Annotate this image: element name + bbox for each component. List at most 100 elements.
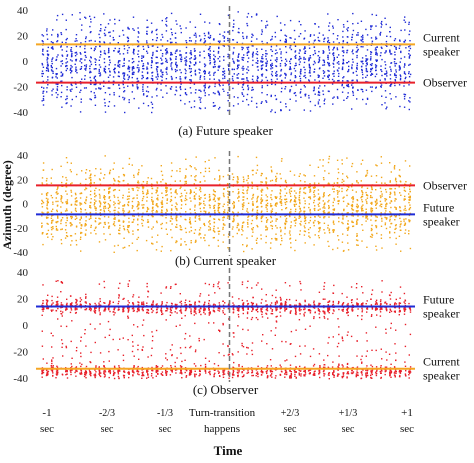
scatter-point bbox=[66, 179, 68, 181]
scatter-point bbox=[108, 101, 111, 103]
scatter-point bbox=[290, 44, 292, 47]
scatter-point bbox=[103, 32, 106, 35]
scatter-point bbox=[90, 39, 92, 42]
scatter-point bbox=[218, 206, 221, 209]
scatter-point bbox=[300, 224, 302, 226]
scatter-point bbox=[50, 226, 53, 229]
scatter-point bbox=[260, 74, 263, 76]
scatter-point bbox=[132, 85, 134, 87]
scatter-point bbox=[243, 67, 245, 70]
scatter-point bbox=[132, 369, 134, 371]
scatter-point bbox=[399, 226, 401, 228]
scatter-point bbox=[265, 229, 267, 231]
scatter-point bbox=[74, 203, 76, 205]
scatter-point bbox=[323, 210, 325, 212]
scatter-point bbox=[318, 196, 321, 198]
scatter-point bbox=[155, 29, 157, 32]
scatter-point bbox=[384, 223, 386, 226]
scatter-point bbox=[299, 208, 301, 210]
scatter-point bbox=[81, 24, 83, 26]
scatter-point bbox=[309, 212, 312, 214]
scatter-point bbox=[123, 73, 126, 75]
scatter-point bbox=[51, 238, 53, 241]
scatter-point bbox=[356, 68, 358, 70]
scatter-point bbox=[76, 217, 78, 219]
scatter-point bbox=[314, 216, 316, 218]
scatter-point bbox=[52, 88, 54, 90]
scatter-point bbox=[137, 344, 139, 346]
scatter-point bbox=[146, 19, 148, 21]
scatter-point bbox=[128, 195, 131, 197]
scatter-point bbox=[247, 80, 249, 82]
scatter-point bbox=[399, 224, 402, 226]
scatter-point bbox=[404, 190, 407, 192]
scatter-point bbox=[95, 212, 97, 214]
scatter-point bbox=[95, 200, 97, 202]
scatter-point bbox=[323, 64, 326, 66]
scatter-point bbox=[243, 180, 245, 183]
scatter-point bbox=[408, 100, 410, 102]
scatter-point bbox=[203, 76, 206, 78]
scatter-point bbox=[361, 159, 364, 161]
scatter-point bbox=[243, 95, 245, 97]
scatter-point bbox=[166, 194, 168, 196]
scatter-point bbox=[74, 201, 77, 203]
scatter-point bbox=[104, 202, 106, 205]
scatter-point bbox=[333, 70, 335, 72]
scatter-point bbox=[332, 221, 335, 224]
scatter-point bbox=[51, 362, 53, 365]
scatter-point bbox=[309, 75, 312, 77]
scatter-point bbox=[346, 36, 349, 38]
scatter-point bbox=[366, 59, 368, 61]
scatter-point bbox=[190, 57, 192, 59]
scatter-point bbox=[170, 195, 173, 198]
scatter-point bbox=[375, 203, 377, 205]
scatter-point bbox=[133, 366, 135, 369]
scatter-point bbox=[324, 232, 326, 234]
scatter-point bbox=[208, 229, 210, 231]
scatter-point bbox=[85, 169, 88, 171]
scatter-point bbox=[118, 95, 121, 98]
scatter-point bbox=[380, 31, 382, 34]
scatter-point bbox=[122, 209, 124, 212]
scatter-point bbox=[308, 58, 310, 61]
scatter-point bbox=[157, 199, 159, 201]
scatter-point bbox=[252, 75, 254, 77]
y-tick-label: -20 bbox=[13, 347, 28, 359]
scatter-point bbox=[81, 78, 83, 80]
scatter-point bbox=[303, 187, 306, 189]
scatter-point bbox=[80, 217, 82, 219]
scatter-point bbox=[109, 300, 111, 303]
scatter-point bbox=[380, 176, 383, 179]
scatter-point bbox=[198, 89, 200, 91]
scatter-point bbox=[138, 307, 140, 309]
scatter-point bbox=[343, 51, 345, 54]
scatter-point bbox=[108, 309, 110, 311]
scatter-point bbox=[355, 205, 358, 208]
scatter-point bbox=[394, 65, 396, 67]
scatter-point bbox=[351, 51, 353, 53]
scatter-point bbox=[298, 192, 301, 194]
scatter-point bbox=[327, 161, 330, 164]
scatter-point bbox=[246, 24, 249, 27]
scatter-point bbox=[89, 65, 91, 67]
scatter-point bbox=[261, 92, 263, 94]
scatter-point bbox=[361, 191, 363, 193]
scatter-point bbox=[389, 31, 391, 33]
scatter-point bbox=[41, 34, 43, 36]
scatter-point bbox=[52, 47, 54, 49]
scatter-point bbox=[261, 75, 263, 77]
scatter-point bbox=[79, 52, 81, 54]
scatter-point bbox=[42, 54, 45, 56]
scatter-point bbox=[404, 93, 407, 96]
scatter-point bbox=[247, 177, 250, 179]
scatter-point bbox=[209, 57, 211, 59]
scatter-point bbox=[66, 235, 69, 238]
scatter-point bbox=[169, 57, 172, 59]
scatter-point bbox=[161, 174, 164, 176]
scatter-point bbox=[324, 85, 326, 87]
scatter-point bbox=[224, 75, 226, 77]
scatter-point bbox=[60, 60, 62, 63]
scatter-point bbox=[47, 211, 50, 213]
scatter-point bbox=[285, 64, 287, 66]
